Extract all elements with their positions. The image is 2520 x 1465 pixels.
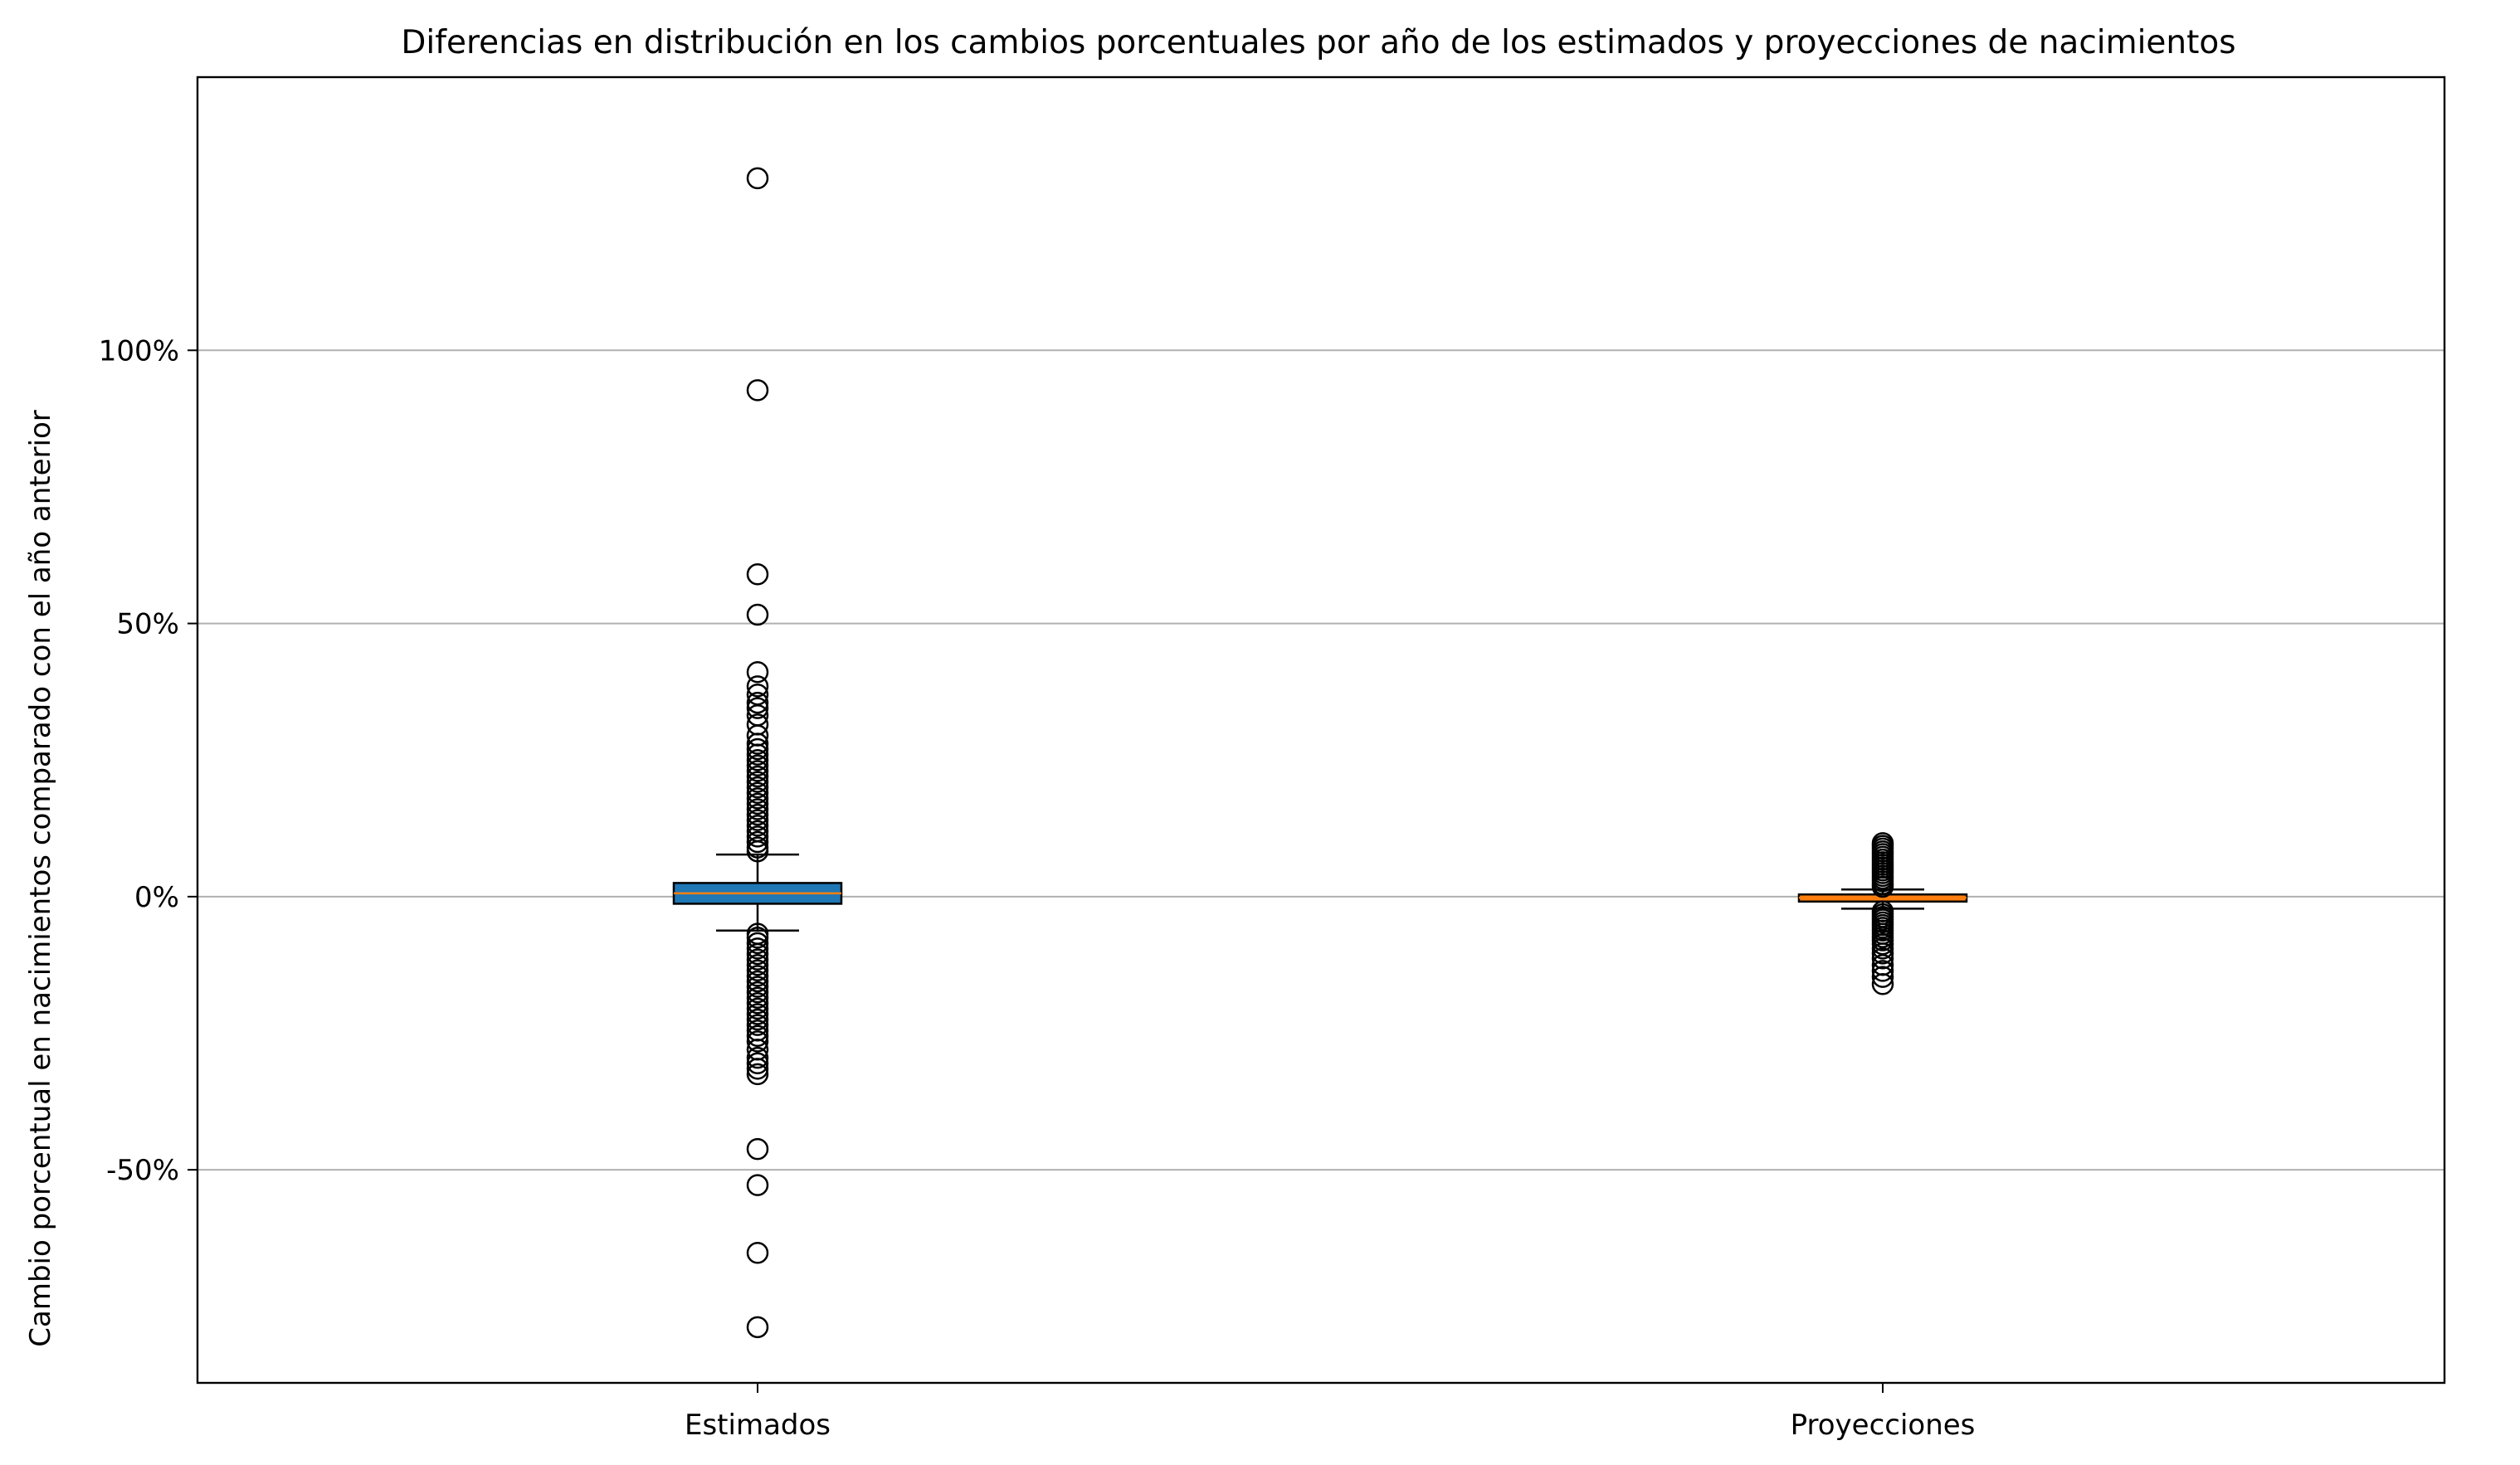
- outlier-point: [746, 965, 769, 987]
- outlier-point: [746, 976, 769, 998]
- outlier-point: [746, 1052, 769, 1074]
- outlier-point: [746, 691, 769, 714]
- outlier-point: [746, 1316, 769, 1339]
- outlier-point: [1871, 947, 1894, 970]
- outlier-point: [746, 1003, 769, 1025]
- outlier-point: [746, 787, 769, 810]
- outlier-point: [746, 927, 769, 949]
- outlier-point: [746, 697, 769, 719]
- outlier-point: [746, 781, 769, 804]
- outlier-point: [1871, 966, 1894, 988]
- box-series: [672, 853, 1968, 932]
- y-axis-ticks: -50% 0% 50% 100%: [99, 334, 197, 1187]
- outlier-point: [746, 997, 769, 1020]
- outlier-point: [746, 830, 769, 854]
- outlier-point: [1871, 960, 1894, 982]
- outlier-point: [746, 765, 769, 788]
- outlier-point: [746, 937, 769, 960]
- outlier-point: [746, 840, 769, 863]
- outlier-point: [746, 981, 769, 1004]
- outlier-point: [746, 660, 769, 684]
- outlier-point: [746, 809, 769, 831]
- outlier-point: [746, 1046, 769, 1069]
- outlier-point: [746, 948, 769, 971]
- y-tick-label: -50%: [106, 1154, 179, 1187]
- y-tick-label: 0%: [134, 881, 179, 914]
- outlier-point: [746, 776, 769, 799]
- outlier-point: [746, 675, 769, 698]
- outlier-point: [746, 942, 769, 966]
- outlier-point: [746, 798, 769, 820]
- outlier-point: [746, 953, 769, 976]
- outlier-point: [746, 379, 769, 402]
- outlier-point: [1871, 875, 1894, 898]
- y-tick-label: 100%: [99, 334, 179, 367]
- outlier-point: [746, 992, 769, 1015]
- outlier-point: [746, 563, 769, 586]
- y-gridlines: [197, 349, 2444, 1171]
- outlier-point: [746, 986, 769, 1009]
- outlier-point: [746, 167, 769, 190]
- outlier-point: [746, 732, 769, 755]
- outlier-point: [746, 737, 769, 761]
- chart-title: Diferencias en distribución en los cambi…: [401, 24, 2235, 61]
- outlier-point: [746, 743, 769, 766]
- outlier-point: [746, 1058, 769, 1080]
- x-tick-label: Estimados: [685, 1409, 831, 1442]
- outlier-point: [746, 932, 769, 955]
- outlier-point: [746, 1174, 769, 1196]
- x-tick-label: Proyecciones: [1791, 1409, 1976, 1442]
- outlier-point: [746, 771, 769, 793]
- plot-frame: [196, 75, 2446, 1385]
- outlier-point: [746, 748, 769, 771]
- outlier-point: [746, 1137, 769, 1161]
- outlier-point: [1871, 942, 1894, 965]
- outlier-point: [746, 959, 769, 982]
- outlier-point: [746, 603, 769, 626]
- outlier-point: [746, 1014, 769, 1036]
- outlier-point: [746, 970, 769, 993]
- outlier-point: [746, 1242, 769, 1264]
- outlier-point: [746, 754, 769, 777]
- outlier-point: [1871, 937, 1894, 960]
- outlier-point: [746, 825, 769, 848]
- outlier-point: [1871, 972, 1894, 995]
- y-axis-label: Cambio porcentual en nacimientos compara…: [24, 410, 57, 1346]
- outlier-point: [746, 760, 769, 782]
- outlier-point: [746, 1030, 769, 1053]
- outlier-point: [746, 803, 769, 826]
- y-tick-label: 50%: [116, 608, 179, 641]
- outlier-point: [746, 1025, 769, 1048]
- x-axis-ticks: Estimados Proyecciones: [685, 1383, 1975, 1442]
- outlier-point: [746, 792, 769, 815]
- outlier-point: [746, 1008, 769, 1031]
- outlier-point: [746, 1063, 769, 1086]
- outlier-point: [746, 815, 769, 837]
- outlier-points: [746, 167, 1894, 1339]
